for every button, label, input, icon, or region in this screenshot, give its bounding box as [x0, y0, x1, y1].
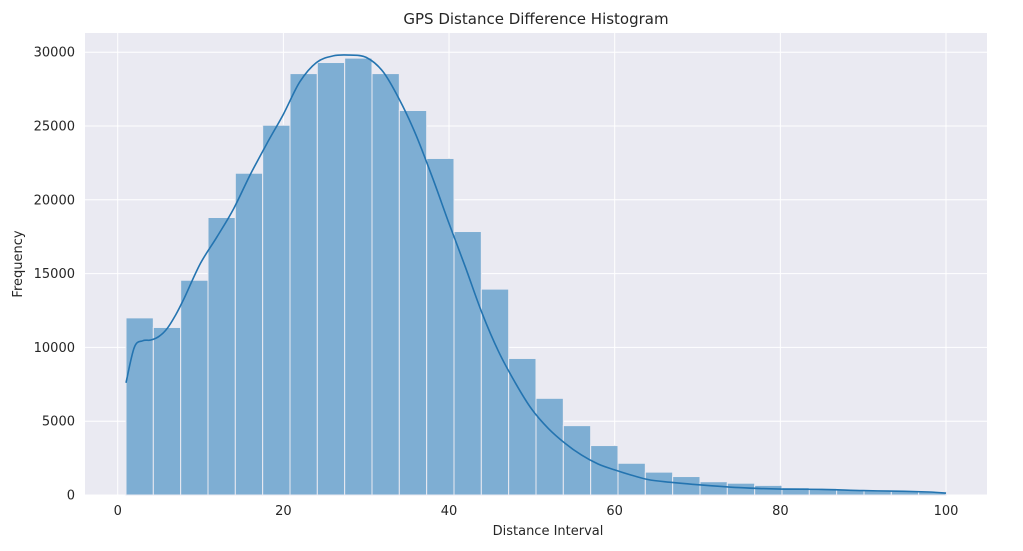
histogram-bar [699, 481, 728, 496]
x-tick-label: 0 [114, 504, 122, 519]
y-tick-label: 25000 [34, 119, 75, 134]
histogram-bar [453, 231, 482, 496]
histogram-bar [562, 425, 592, 496]
histogram-bar [726, 482, 756, 496]
y-tick-label: 0 [67, 489, 75, 504]
histogram-bar [535, 397, 564, 496]
histogram-bar [125, 317, 154, 496]
y-tick-label: 5000 [42, 415, 75, 430]
histogram-bar [426, 157, 455, 496]
histogram-bar [234, 172, 264, 496]
histogram-bar [398, 109, 428, 496]
y-axis-ticks: 0 5000 10000 15000 20000 25000 30000 [34, 46, 75, 504]
x-tick-label: 40 [441, 504, 458, 519]
x-axis-ticks: 0 20 40 60 80 100 [114, 504, 959, 519]
x-tick-label: 80 [772, 504, 789, 519]
histogram-bar [207, 217, 236, 496]
x-axis-label: Distance Interval [493, 524, 604, 539]
histogram-bar [617, 462, 646, 496]
histogram-bar [754, 484, 783, 496]
histogram-bar [344, 57, 373, 496]
histogram-bar [508, 357, 537, 496]
histogram-bars [125, 57, 947, 496]
y-tick-label: 20000 [34, 193, 75, 208]
x-tick-label: 100 [934, 504, 959, 519]
y-tick-label: 15000 [34, 267, 75, 282]
kde-curve-group [125, 54, 947, 494]
histogram-bar [316, 62, 346, 496]
y-tick-label: 10000 [34, 341, 75, 356]
histogram-bar [180, 279, 209, 496]
histogram-bar [371, 73, 400, 496]
histogram-bar [289, 73, 318, 496]
y-axis-label: Frequency [11, 230, 26, 297]
histogram-bar [644, 471, 674, 496]
kde-line [125, 54, 947, 494]
x-tick-label: 20 [275, 504, 292, 519]
y-tick-label: 30000 [34, 46, 75, 61]
histogram-bar [262, 124, 291, 496]
histogram-bar [672, 476, 701, 496]
x-tick-label: 60 [606, 504, 623, 519]
histogram-bar [152, 326, 182, 496]
chart-title: GPS Distance Difference Histogram [403, 10, 668, 28]
